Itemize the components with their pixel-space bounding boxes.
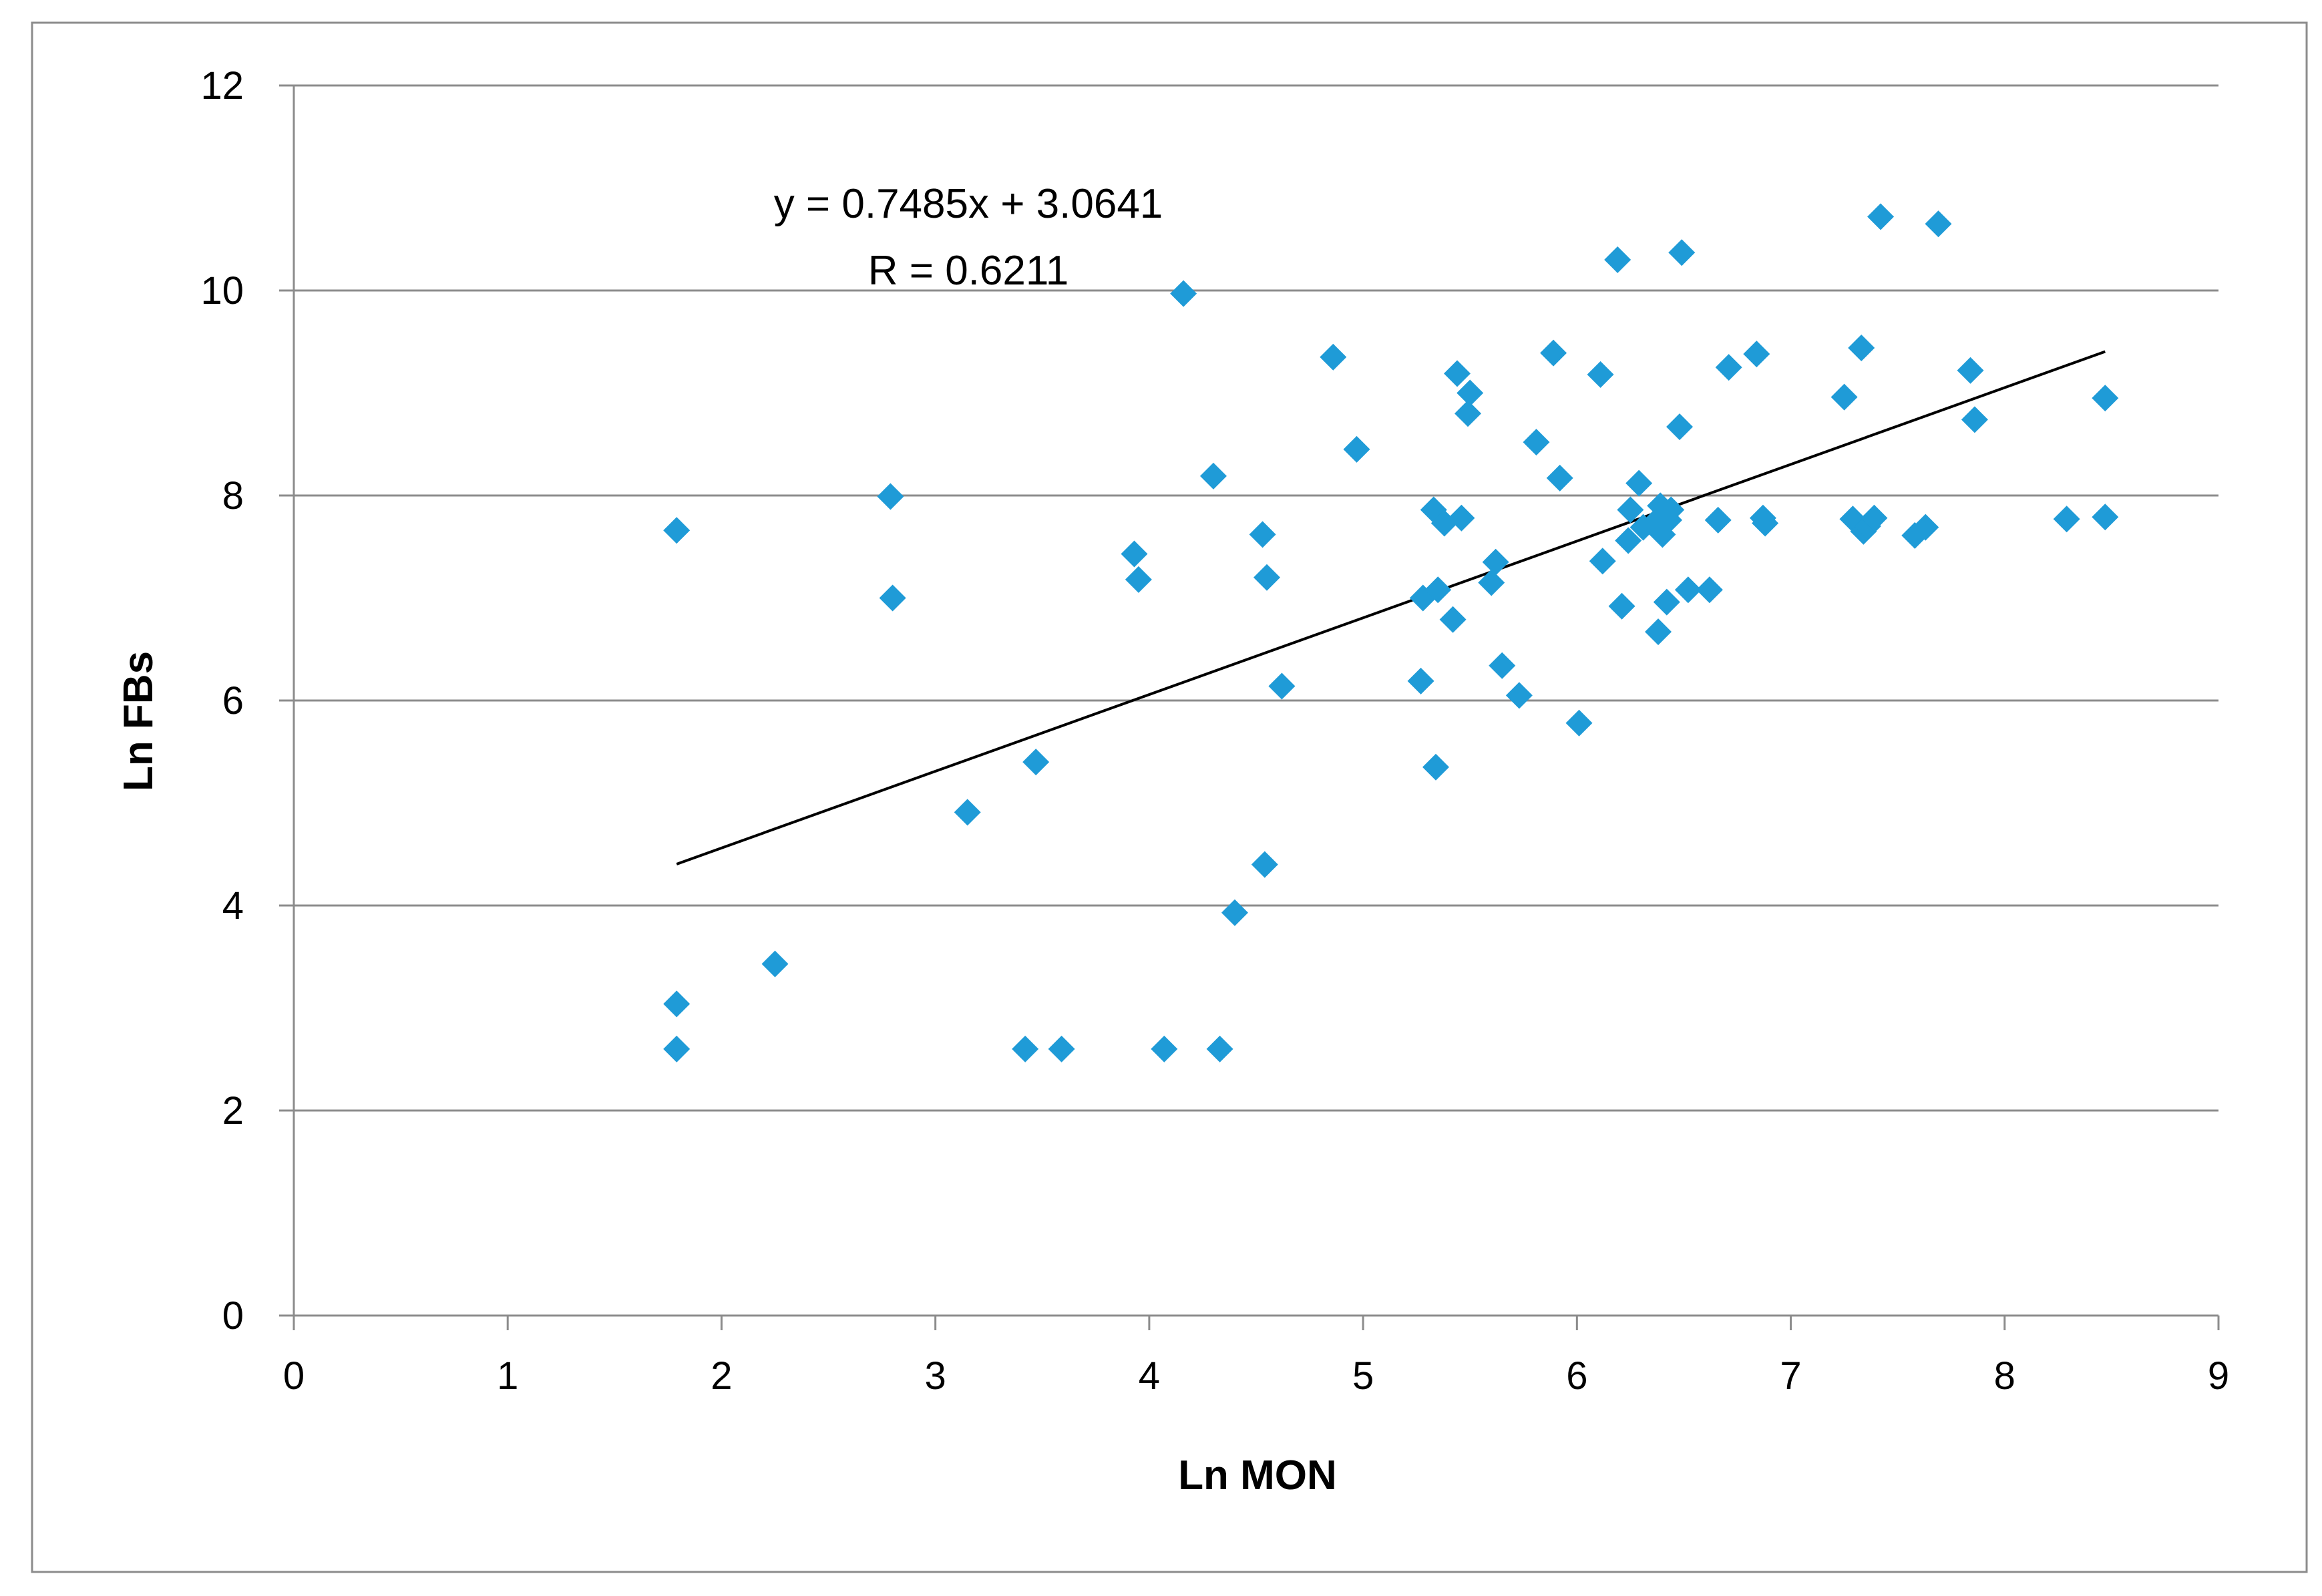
data-point: [1696, 576, 1723, 604]
data-point: [877, 483, 904, 510]
trendline-equation: y = 0.7485x + 3.0641: [774, 181, 1163, 227]
data-point: [1505, 682, 1533, 709]
x-axis-title: Ln MON: [1178, 1452, 1337, 1499]
data-point: [1957, 357, 1984, 384]
data-point: [1170, 280, 1197, 307]
y-tick-label: 2: [222, 1089, 244, 1133]
data-point: [1448, 504, 1475, 532]
data-point: [2092, 504, 2119, 531]
data-point: [1608, 592, 1635, 620]
data-point: [1012, 1035, 1039, 1062]
data-point: [1743, 341, 1770, 368]
data-point: [1407, 667, 1434, 694]
trendline-layer: [676, 350, 2106, 865]
data-point: [1615, 527, 1642, 554]
data-point: [1925, 210, 1952, 238]
data-point: [1961, 406, 1988, 433]
data-point: [1457, 379, 1484, 407]
data-point: [761, 950, 789, 978]
x-tick-label: 1: [497, 1354, 518, 1398]
data-point: [1489, 652, 1516, 679]
data-point: [1704, 506, 1732, 534]
data-point: [2053, 506, 2080, 533]
data-point: [1482, 548, 1509, 576]
data-point: [1645, 618, 1672, 646]
x-tick-label: 8: [1994, 1354, 2015, 1398]
data-point: [879, 584, 906, 612]
data-point: [1589, 548, 1616, 575]
chart-border: [31, 21, 2308, 1573]
gridlines: [294, 84, 2218, 1112]
data-point: [1604, 246, 1631, 273]
data-point: [1830, 383, 1858, 411]
data-point: [1121, 540, 1148, 568]
x-tick-label: 4: [1139, 1354, 1160, 1398]
x-tick-label: 7: [1780, 1354, 1801, 1398]
data-point: [1565, 709, 1593, 737]
data-point: [1422, 753, 1449, 781]
x-tick-label: 6: [1566, 1354, 1587, 1398]
data-point: [1546, 464, 1573, 491]
data-point: [1666, 413, 1694, 441]
data-point: [1151, 1035, 1178, 1062]
x-tick-label: 9: [2208, 1354, 2229, 1398]
data-point: [1439, 606, 1467, 633]
y-tick-label: 12: [200, 64, 244, 108]
data-point: [1424, 576, 1452, 604]
trendline: [676, 350, 2106, 865]
data-point: [954, 799, 981, 826]
data-point: [1125, 566, 1152, 593]
data-point: [1444, 360, 1471, 387]
data-point: [1048, 1035, 1075, 1062]
y-tick-label: 8: [222, 474, 244, 518]
x-tick-label: 3: [925, 1354, 946, 1398]
y-tick-label: 6: [222, 679, 244, 723]
data-point: [2092, 385, 2119, 412]
correlation-value: R = 0.6211: [868, 248, 1069, 294]
data-point: [1268, 672, 1296, 700]
x-tick-label: 0: [283, 1354, 305, 1398]
data-point: [1540, 339, 1567, 367]
data-point: [1253, 564, 1281, 591]
data-point: [1715, 354, 1742, 381]
data-point: [1752, 510, 1779, 537]
x-tick-label: 2: [711, 1354, 732, 1398]
data-point: [1320, 343, 1347, 371]
data-point: [663, 1035, 691, 1062]
data-point: [1206, 1035, 1233, 1062]
data-point: [1912, 514, 1939, 541]
y-tick-label: 10: [200, 269, 244, 313]
data-point: [1653, 588, 1680, 616]
y-axis-title: Ln FBs: [116, 651, 162, 791]
y-tick-label: 4: [222, 884, 244, 928]
axes: [279, 84, 2220, 1330]
data-point: [1523, 429, 1550, 456]
data-point: [1658, 496, 1685, 524]
data-point: [663, 990, 691, 1018]
data-point: [1249, 521, 1276, 548]
data-point: [1221, 899, 1248, 926]
data-point: [1478, 569, 1505, 596]
data-point: [663, 517, 691, 544]
data-point: [1861, 504, 1888, 532]
data-point: [1617, 496, 1644, 524]
data-point: [1022, 749, 1050, 776]
data-point: [1867, 203, 1895, 230]
data-points: [663, 203, 2119, 1062]
data-point: [1251, 851, 1278, 878]
data-point: [1625, 469, 1653, 497]
data-point: [1674, 576, 1702, 604]
data-point: [1668, 239, 1696, 266]
y-tick-label: 0: [222, 1294, 244, 1338]
data-point: [1455, 400, 1482, 427]
data-point: [1848, 334, 1875, 361]
data-point: [1199, 462, 1227, 489]
data-point: [1343, 435, 1370, 463]
data-point: [1587, 361, 1614, 388]
x-tick-label: 5: [1352, 1354, 1374, 1398]
